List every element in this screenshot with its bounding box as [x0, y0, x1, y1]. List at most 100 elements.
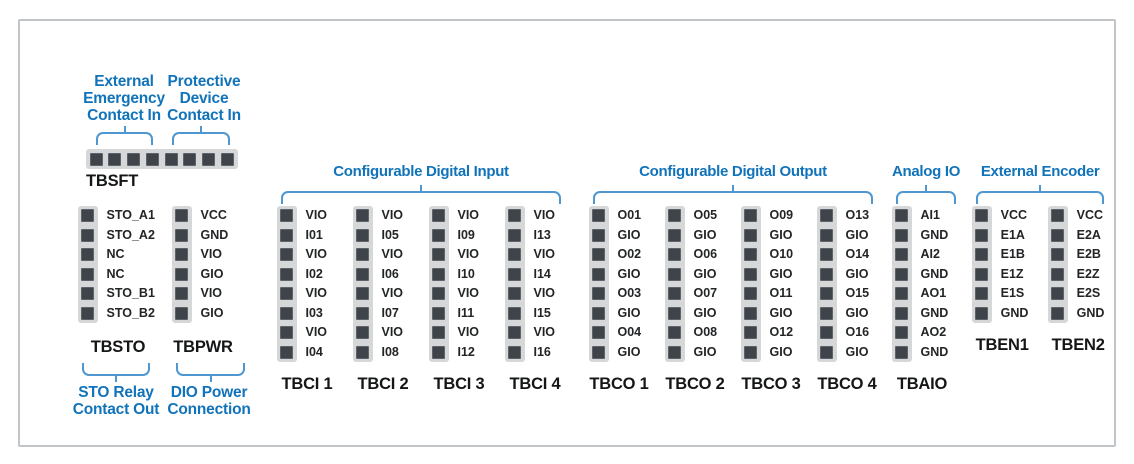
- group-bracket: [976, 185, 1105, 204]
- pin-square: [820, 267, 834, 281]
- pin-label: O11: [769, 286, 793, 300]
- pin-square: [668, 267, 682, 281]
- pin-label: GND: [1000, 305, 1029, 320]
- pin-square: [221, 152, 235, 166]
- pin-square: [668, 326, 682, 340]
- terminal-columns: VCC E1A E1B E1Z E1S GND TBEN1 VCC E2A E2B E2Z E2S…: [972, 206, 1108, 355]
- pin-square: [508, 345, 522, 359]
- pin-square: [356, 267, 370, 281]
- pin-square: [668, 228, 682, 242]
- pin-square: [280, 267, 294, 281]
- pin-square: [356, 287, 370, 301]
- pin-square: [280, 326, 294, 340]
- pin-label: VIO: [533, 325, 556, 339]
- pin-square: [744, 326, 758, 340]
- pin-label: I03: [305, 305, 323, 320]
- pin-square: [356, 248, 370, 262]
- pin-label: VIO: [305, 247, 328, 261]
- pin-label: I01: [305, 227, 323, 242]
- pin-square: [895, 209, 909, 223]
- pin-label: GIO: [769, 305, 793, 320]
- tbsto-bracket: [82, 363, 150, 382]
- pin-label: GIO: [769, 266, 793, 281]
- group-title-text: Configurable Digital Output: [639, 163, 827, 180]
- external-emergency-contact-in-label: External Emergency Contact In: [83, 73, 165, 124]
- pin-square: [975, 287, 989, 301]
- pin-square: [592, 209, 606, 223]
- pin-label: VIO: [457, 325, 480, 339]
- terminal-columns: VIO I01 VIO I02 VIO I03 VIO I04 TBCI 1 VIO I05 VI…: [277, 206, 565, 394]
- pin-label: E1S: [1000, 286, 1025, 300]
- group-title: Analog IO: [892, 163, 960, 181]
- terminal-block-name: TBAIO: [896, 375, 948, 393]
- pin-label: GIO: [693, 227, 717, 242]
- pin-square: [1051, 267, 1065, 281]
- terminal-block-tbco-4: O13 GIO O14 GIO O15 GIO O16 GIO TBCO 4: [817, 206, 877, 394]
- terminal-block-tben1: VCC E1A E1B E1Z E1S GND TBEN1: [972, 206, 1032, 355]
- pin-strip: [429, 206, 449, 362]
- group-title-text: Analog IO: [892, 163, 961, 180]
- terminal-block-name: TBEN1: [975, 336, 1029, 354]
- pin-square: [356, 306, 370, 320]
- dio-power-connection-label: DIO Power Connection: [167, 384, 251, 418]
- pin-square: [356, 209, 370, 223]
- terminal-block-name: TBEN2: [1051, 336, 1105, 354]
- pin-label: VIO: [305, 325, 328, 339]
- pin-square: [895, 267, 909, 281]
- pin-label: O15: [845, 286, 870, 300]
- pins-row: VCC GND VIO GIO VIO GIO: [172, 206, 234, 323]
- pin-square: [668, 209, 682, 223]
- pin-labels: VIO I13 VIO I14 VIO I15 VIO I16: [534, 206, 556, 362]
- pin-square: [280, 287, 294, 301]
- pin-square: [175, 306, 189, 320]
- pin-label: I10: [457, 266, 475, 281]
- pin-label: GIO: [617, 266, 641, 281]
- pin-label: GIO: [693, 305, 717, 320]
- pin-square: [432, 345, 446, 359]
- pin-label: GND: [920, 227, 949, 242]
- pin-labels: VCC GND VIO GIO VIO GIO: [201, 206, 229, 323]
- pin-label: GIO: [617, 344, 641, 359]
- pin-label: GND: [920, 305, 949, 320]
- pin-label: O12: [769, 325, 794, 339]
- group-title: Configurable Digital Input: [277, 163, 565, 181]
- group-title: Configurable Digital Output: [589, 163, 877, 181]
- pin-label: GIO: [845, 266, 869, 281]
- pin-labels: VIO I05 VIO I06 VIO I07 VIO I08: [382, 206, 404, 362]
- pin-square: [895, 228, 909, 242]
- pin-label: VIO: [200, 286, 223, 300]
- terminal-block-tbco-3: O09 GIO O10 GIO O11 GIO O12 GIO TBCO 3: [741, 206, 801, 394]
- pin-square: [895, 287, 909, 301]
- pin-label: VIO: [457, 208, 480, 222]
- pins-row: O01 GIO O02 GIO O03 GIO O04 GIO: [589, 206, 649, 362]
- pin-label: O05: [693, 208, 718, 222]
- pin-label: AI1: [920, 208, 940, 222]
- pin-label: O08: [693, 325, 718, 339]
- pin-label: STO_A2: [106, 227, 155, 242]
- pin-label: STO_A1: [106, 208, 155, 222]
- terminal-block-name: TBCI 1: [281, 375, 333, 393]
- pin-square: [895, 306, 909, 320]
- terminal-block-tbco-2: O05 GIO O06 GIO O07 GIO O08 GIO TBCO 2: [665, 206, 725, 394]
- pin-square: [744, 248, 758, 262]
- pins-row: VIO I05 VIO I06 VIO I07 VIO I08: [353, 206, 413, 362]
- pin-label: GIO: [769, 344, 793, 359]
- pin-square: [280, 248, 294, 262]
- terminal-block-tbci-3: VIO I09 VIO I10 VIO I11 VIO I12 TBCI 3: [429, 206, 489, 394]
- pins-row: O09 GIO O10 GIO O11 GIO O12 GIO: [741, 206, 801, 362]
- group-bracket: [593, 185, 873, 204]
- group-bracket: [281, 185, 561, 204]
- pin-label: VCC: [1000, 208, 1028, 222]
- pin-square: [508, 326, 522, 340]
- pin-square: [175, 248, 189, 262]
- pin-label: NC: [106, 247, 125, 261]
- pin-square: [744, 287, 758, 301]
- pin-strip: [505, 206, 525, 362]
- pin-label: I13: [533, 227, 551, 242]
- terminal-group-configurable-digital-input: Configurable Digital Input VIO I01 VIO I02 V…: [277, 163, 565, 394]
- pin-square: [744, 209, 758, 223]
- pin-label: I16: [533, 344, 551, 359]
- terminal-block-tbci-1: VIO I01 VIO I02 VIO I03 VIO I04 TBCI 1: [277, 206, 337, 394]
- pins-row: VIO I13 VIO I14 VIO I15 VIO I16: [505, 206, 565, 362]
- pin-label: E2Z: [1076, 266, 1100, 281]
